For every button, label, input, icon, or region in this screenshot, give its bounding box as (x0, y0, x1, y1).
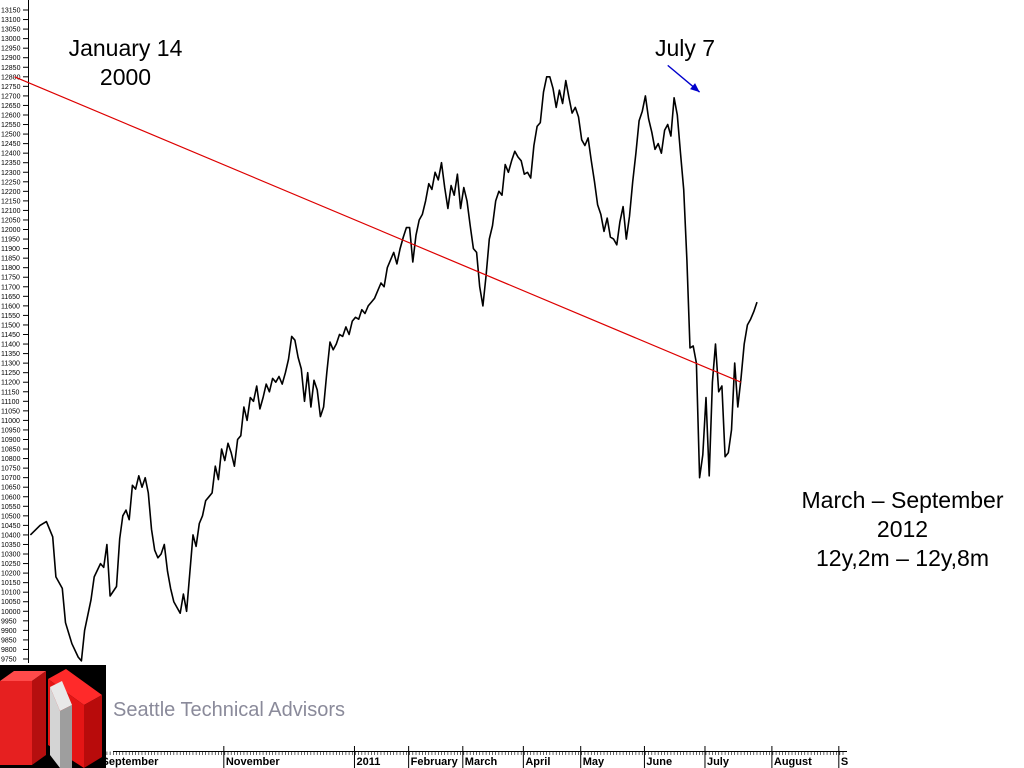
price-line (29, 76, 758, 662)
y-tick-label: 9750 (1, 657, 17, 664)
y-tick-label: 10000 (1, 609, 21, 616)
y-tick-label: 11000 (1, 418, 20, 425)
y-tick-label: 10600 (1, 494, 21, 501)
y-tick-label: 10150 (1, 580, 21, 587)
y-tick-label: 11550 (1, 313, 20, 320)
x-tick-label: May (583, 756, 605, 768)
y-tick-label: 13100 (1, 17, 21, 24)
y-tick-label: 12250 (1, 179, 21, 186)
y-tick-label: 12950 (1, 46, 21, 53)
y-tick-label: 12000 (1, 227, 21, 234)
y-tick-label: 10200 (1, 571, 21, 578)
y-tick-label: 11150 (1, 389, 20, 396)
annotation-july: July 7 (635, 34, 735, 63)
x-tick-label: April (525, 756, 550, 768)
y-tick-label: 12650 (1, 103, 21, 110)
cube-logo-icon (0, 669, 102, 768)
y-tick-label: 10800 (1, 456, 21, 463)
x-tick-label: September (102, 756, 160, 768)
y-tick-label: 10250 (1, 561, 21, 568)
y-tick-label: 12450 (1, 141, 21, 148)
y-tick-label: 12750 (1, 84, 21, 91)
y-tick-label: 10750 (1, 466, 21, 473)
x-tick-label: June (646, 756, 672, 768)
y-tick-label: 11300 (1, 361, 20, 368)
y-tick-label: 11450 (1, 332, 20, 339)
y-tick-label: 11350 (1, 351, 20, 358)
y-tick-label: 11850 (1, 256, 20, 263)
y-tick-label: 10300 (1, 552, 21, 559)
y-tick-label: 10550 (1, 504, 21, 511)
y-tick-label: 10450 (1, 523, 21, 530)
y-tick-label: 10700 (1, 475, 21, 482)
annotation-line: 2012 (876, 516, 929, 542)
x-tick-label: November (226, 756, 281, 768)
y-tick-label: 12300 (1, 170, 21, 177)
series-layer (14, 64, 758, 662)
y-tick-label: 9900 (1, 628, 17, 635)
y-tick-label: 12100 (1, 208, 21, 215)
y-tick-label: 11700 (1, 284, 20, 291)
y-tick-label: 10900 (1, 437, 21, 444)
y-tick-label: 11100 (1, 399, 20, 406)
company-logo (0, 665, 106, 768)
y-tick-label: 12850 (1, 65, 21, 72)
y-tick-label: 11400 (1, 342, 20, 349)
y-tick-label: 11600 (1, 303, 20, 310)
y-tick-label: 13150 (1, 8, 21, 15)
trend-line (14, 76, 742, 383)
annotation-line: July 7 (654, 35, 716, 61)
y-tick-label: 10050 (1, 599, 21, 606)
y-tick-label: 10850 (1, 447, 21, 454)
y-tick-label: 13050 (1, 27, 21, 34)
annotation-line: January 14 (68, 35, 183, 61)
x-tick-label: July (707, 756, 730, 768)
y-tick-label: 12550 (1, 122, 21, 129)
x-tick-label: February (411, 756, 459, 768)
y-tick-label: 11050 (1, 408, 20, 415)
y-tick-label: 10650 (1, 485, 21, 492)
x-tick-label: 2011 (356, 756, 380, 768)
y-tick-label: 11750 (1, 275, 20, 282)
y-tick-label: 11200 (1, 380, 20, 387)
y-tick-label: 11650 (1, 294, 20, 301)
x-tick-label: August (774, 756, 812, 768)
y-tick-label: 10500 (1, 513, 21, 520)
y-tick-label: 10400 (1, 532, 21, 539)
y-tick-label: 12800 (1, 74, 21, 81)
annotation-january: January 14 2000 (48, 34, 203, 92)
y-tick-label: 10950 (1, 427, 21, 434)
y-tick-label: 13000 (1, 36, 21, 43)
y-tick-label: 9850 (1, 637, 17, 644)
y-tick-label: 11500 (1, 322, 20, 329)
y-tick-label: 11900 (1, 246, 20, 253)
y-tick-label: 9800 (1, 647, 17, 654)
annotation-line: March – September (801, 487, 1004, 513)
y-tick-label: 11250 (1, 370, 20, 377)
y-tick-label: 12500 (1, 132, 21, 139)
arrow-head (690, 83, 700, 93)
y-tick-label: 11950 (1, 237, 20, 244)
annotation-line: 12y,2m – 12y,8m (815, 545, 989, 571)
y-tick-label: 12900 (1, 55, 21, 62)
y-tick-label: 12350 (1, 160, 21, 167)
y-tick-label: 9950 (1, 618, 17, 625)
y-tick-label: 12150 (1, 198, 21, 205)
y-tick-label: 10350 (1, 542, 21, 549)
y-tick-label: 12050 (1, 217, 21, 224)
x-axis: August September November 2011 February March… (38, 746, 848, 768)
y-tick-label: 11800 (1, 265, 20, 272)
y-tick-label: 12700 (1, 93, 21, 100)
y-tick-label: 12400 (1, 151, 21, 158)
annotation-line: 2000 (99, 64, 152, 90)
y-tick-label: 12200 (1, 189, 21, 196)
y-tick-label: 10100 (1, 590, 21, 597)
x-tick-label: S (841, 756, 848, 768)
annotation-march-september: March – September 2012 12y,2m – 12y,8m (785, 486, 1020, 573)
x-tick-label: March (465, 756, 498, 768)
y-axis: 9750 9800 9850 9900 9950 10000 10050 10100 10150… (1, 0, 29, 664)
brand-name: Seattle Technical Advisors (113, 699, 345, 721)
y-tick-label: 12600 (1, 112, 21, 119)
